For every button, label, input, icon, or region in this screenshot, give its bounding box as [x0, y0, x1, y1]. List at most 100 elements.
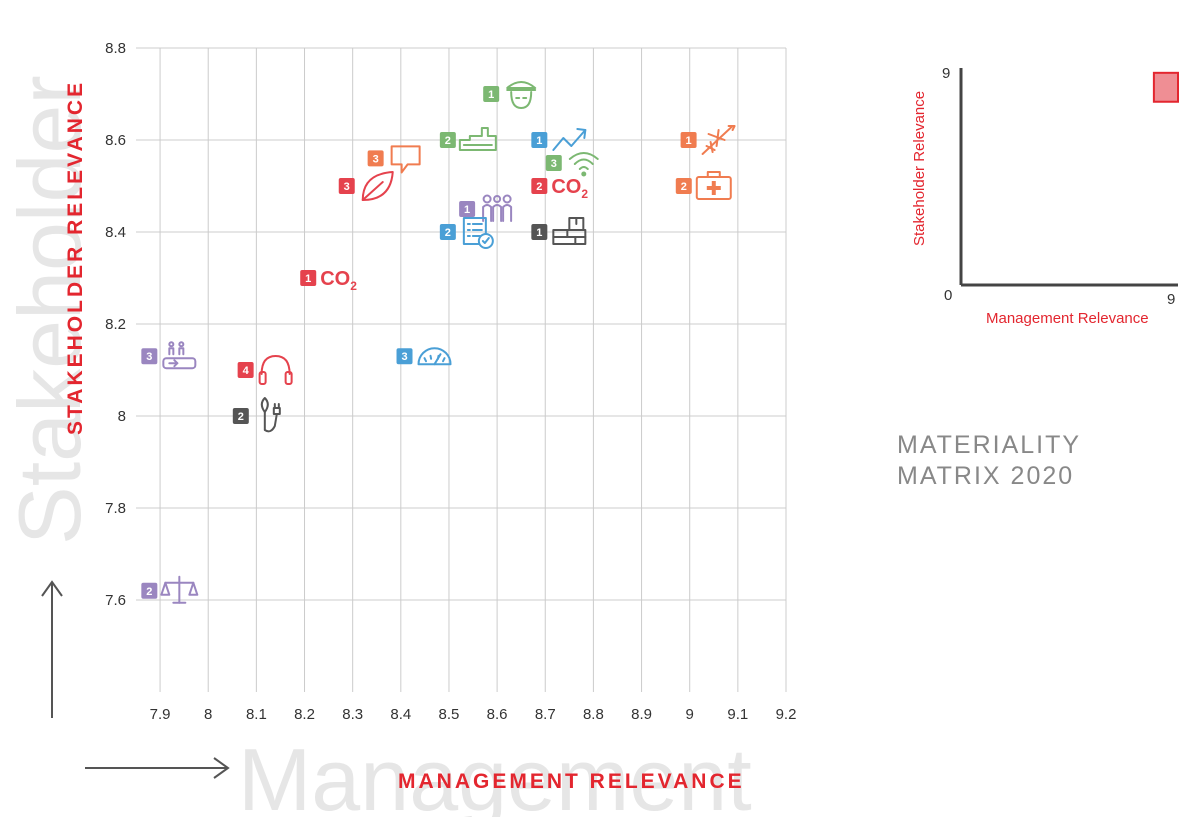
- point-badge: 4: [237, 362, 254, 378]
- x-tick-label: 8.9: [631, 706, 652, 723]
- data-point: 1: [680, 125, 736, 155]
- data-point: 1: [459, 194, 513, 222]
- legend-x-max: 9: [1167, 291, 1175, 308]
- x-tick-label: 9.1: [727, 706, 748, 723]
- matrix-title-line1: MATERIALITY: [897, 431, 1081, 459]
- x-tick-label: 9: [686, 706, 694, 723]
- speedometer-icon: [417, 347, 452, 366]
- x-tick-label: 8.8: [583, 706, 604, 723]
- y-tick-label: 8.4: [105, 224, 126, 241]
- x-tick-label: 9.2: [776, 706, 797, 723]
- y-axis-ticks: 8.8 8.6 8.4 8.2 8 7.8 7.6: [105, 40, 126, 609]
- grid: [136, 47, 787, 692]
- x-tick-label: 8.1: [246, 706, 267, 723]
- point-badge-number: 1: [305, 273, 311, 285]
- bricks-icon: [552, 217, 587, 245]
- point-badge: 1: [531, 132, 548, 148]
- wifi-icon: [568, 152, 599, 177]
- point-badge: 2: [141, 582, 158, 599]
- background-y-word: Stakeholder: [0, 75, 99, 545]
- pilot-icon: [506, 81, 537, 109]
- scales-icon: [160, 575, 199, 604]
- data-point: 2: [439, 127, 497, 151]
- point-badge-number: 2: [681, 181, 687, 193]
- background-x-word: Management: [238, 730, 752, 817]
- point-badge: 2: [439, 132, 456, 148]
- point-badge-number: 1: [536, 135, 542, 147]
- growth-icon: [552, 128, 587, 151]
- data-point: 2: [232, 397, 281, 433]
- point-badge-number: 3: [551, 158, 557, 170]
- x-tick-label: 8.2: [294, 706, 315, 723]
- legend-highlight-area: [1152, 71, 1180, 103]
- chat-icon: [390, 145, 421, 174]
- x-tick-label: 8.5: [439, 706, 460, 723]
- leaf-icon: [361, 171, 394, 201]
- point-badge-number: 1: [536, 227, 542, 239]
- data-point: 3: [338, 171, 394, 201]
- point-badge: 1: [531, 224, 548, 240]
- point-badge: 2: [531, 178, 548, 194]
- point-badge-number: 4: [243, 365, 250, 377]
- medkit-icon: [695, 171, 732, 200]
- point-badge-number: 3: [146, 351, 152, 363]
- point-badge: 1: [483, 86, 500, 102]
- x-tick-label: 8.4: [390, 706, 411, 723]
- data-point: 2: [439, 217, 494, 249]
- point-badge: 3: [545, 155, 562, 171]
- x-axis-ticks: 7.9 8 8.1 8.2 8.3 8.4 8.5 8.6 8.7 8.8 8.9 9 9.1 9.2: [150, 706, 797, 723]
- point-badge: 3: [367, 150, 384, 167]
- point-badge: 3: [338, 178, 355, 194]
- data-point: 1: [531, 217, 587, 245]
- point-badge: 3: [141, 348, 158, 365]
- x-tick-label: 8: [204, 706, 212, 723]
- airplane-icon: [701, 125, 736, 155]
- y-tick-label: 7.8: [105, 500, 126, 517]
- data-point: 3: [545, 152, 599, 177]
- factory-icon: [458, 127, 497, 151]
- point-badge-number: 2: [146, 586, 152, 598]
- data-point: 3: [141, 341, 197, 370]
- data-point: 2 CO2: [531, 176, 588, 201]
- y-axis-title: STAKEHOLDER RELEVANCE: [64, 80, 87, 435]
- y-tick-label: 8.2: [105, 316, 126, 333]
- point-badge: 1: [459, 201, 476, 217]
- point-badge-number: 1: [488, 89, 494, 101]
- point-badge-number: 3: [373, 153, 379, 165]
- data-point: 3: [367, 145, 421, 174]
- elevator-icon: [162, 341, 197, 370]
- matrix-title-line2: MATRIX 2020: [897, 462, 1074, 490]
- data-point: 1: [531, 128, 587, 151]
- point-badge-number: 3: [344, 181, 350, 193]
- data-point: 1: [483, 81, 537, 109]
- point-badge: 3: [396, 348, 413, 365]
- x-tick-label: 8.6: [487, 706, 508, 723]
- y-axis-arrow: [41, 580, 63, 718]
- data-point: 3: [396, 347, 452, 366]
- people-icon: [482, 194, 513, 222]
- x-tick-label: 8.3: [342, 706, 363, 723]
- co2-label: CO2: [320, 268, 357, 293]
- point-badge-number: 2: [445, 135, 451, 147]
- point-badge-number: 2: [536, 181, 542, 193]
- y-tick-label: 8: [118, 408, 126, 425]
- checklist-icon: [462, 217, 494, 249]
- data-point: 4: [237, 355, 293, 385]
- y-tick-label: 8.6: [105, 132, 126, 149]
- co2-label: CO2: [551, 176, 588, 201]
- point-badge-number: 2: [445, 227, 451, 239]
- data-point: 2: [675, 171, 732, 200]
- legend-y-max: 9: [942, 65, 950, 82]
- legend-matrix: 9 0 9 Stakeholder Relevance Management R…: [911, 65, 1180, 327]
- legend-zero: 0: [944, 287, 952, 304]
- data-point: 2: [141, 575, 199, 604]
- data-point: 1 CO2: [300, 268, 357, 293]
- point-badge: 2: [439, 224, 456, 240]
- headphones-icon: [258, 355, 293, 385]
- y-tick-label: 8.8: [105, 40, 126, 57]
- x-tick-label: 7.9: [150, 706, 171, 723]
- point-badge-number: 1: [464, 204, 470, 216]
- plant-plug-icon: [260, 397, 281, 433]
- point-badge-number: 3: [401, 351, 407, 363]
